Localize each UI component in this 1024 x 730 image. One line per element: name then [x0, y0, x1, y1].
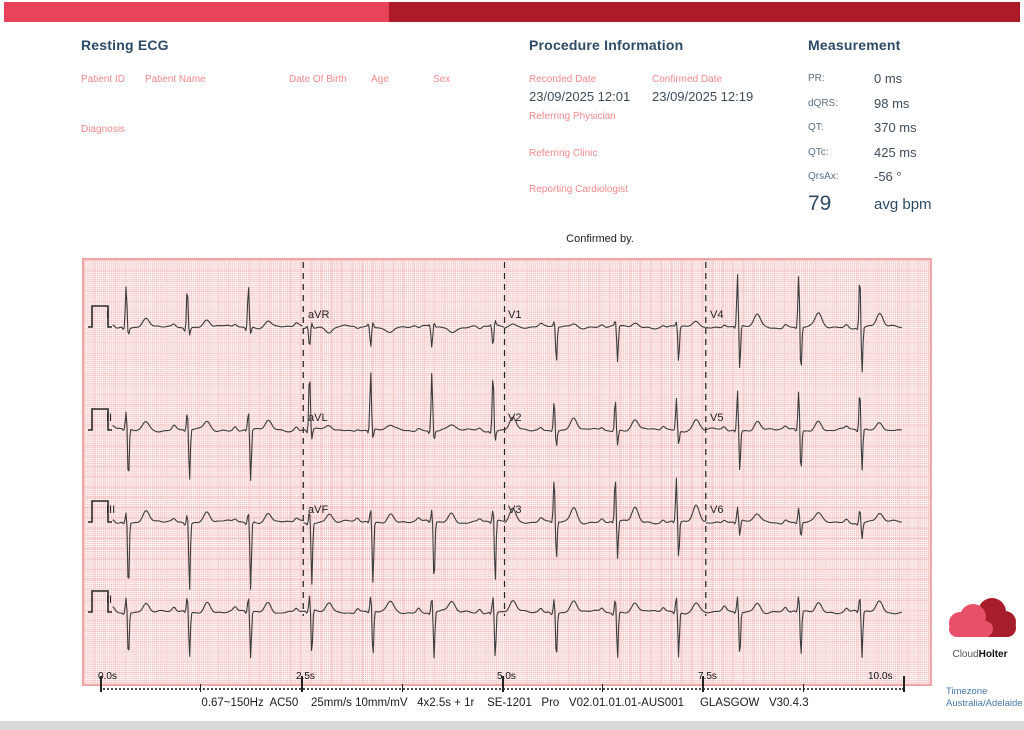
recorded-date-label: Recorded Date [529, 74, 597, 85]
ecg-settings-text: 0.67~150Hz AC50 25mm/s 10mm/mV 4x2.5s + … [201, 697, 809, 709]
svg-text:I: I [106, 309, 109, 321]
cloud-logo-icon [949, 598, 1016, 637]
confirmed-by-text: Confirmed by. [566, 233, 634, 245]
date-of-birth-label: Date Of Birth [289, 74, 347, 85]
svg-text:III: III [106, 504, 115, 516]
timezone-info: Timezone Australia/Adelaide [946, 686, 1023, 710]
qt-label: QT: [808, 122, 824, 133]
svg-text:V6: V6 [710, 504, 723, 516]
time-label-50: 5.0s [497, 671, 516, 682]
ruler-tick [100, 676, 102, 692]
ruler-tick [402, 684, 403, 692]
light-cloud-shape [949, 604, 993, 637]
pr-value: 0 ms [874, 71, 903, 86]
resting-ecg-title: Resting ECG [81, 37, 169, 53]
ruler-tick [301, 676, 303, 692]
procedure-info-title: Procedure Information [529, 37, 684, 53]
time-label-100: 10.0s [868, 671, 893, 682]
ruler-tick [502, 676, 504, 692]
timezone-label: Timezone [946, 686, 988, 697]
dqrs-value: 98 ms [874, 96, 910, 111]
svg-text:aVR: aVR [308, 309, 329, 321]
patient-id-label: Patient ID [81, 74, 125, 85]
svg-text:V2: V2 [508, 412, 521, 424]
confirmed-date-label: Confirmed Date [652, 74, 723, 85]
logo-wordmark: CloudHolter [938, 649, 1022, 660]
ruler-tick [602, 684, 603, 692]
ruler-tick [803, 684, 804, 692]
recorded-date-value: 23/09/2025 12:01 [529, 89, 631, 104]
svg-text:V5: V5 [710, 412, 723, 424]
referring-clinic-label: Referring Clinic [529, 148, 598, 159]
sex-label: Sex [433, 74, 451, 85]
measurement-title: Measurement [808, 37, 901, 53]
topbar-dark-segment [389, 2, 1020, 22]
avg-bpm-label: avg bpm [874, 196, 932, 213]
confirmed-date-value: 23/09/2025 12:19 [652, 89, 754, 104]
age-label: Age [371, 74, 389, 85]
qtc-label: QTc: [808, 147, 829, 158]
time-label-25: 2.5s [296, 671, 315, 682]
time-label-75: 7.5s [698, 671, 717, 682]
logo-holter-text: Holter [978, 649, 1008, 660]
patient-name-label: Patient Name [145, 74, 206, 85]
svg-text:V1: V1 [508, 309, 521, 321]
qrsax-value: -56 ° [874, 169, 902, 184]
dqrs-label: dQRS: [808, 98, 839, 109]
qtc-value: 425 ms [874, 145, 917, 160]
svg-text:II: II [106, 412, 112, 424]
avg-bpm-value: 79 [808, 192, 832, 215]
timezone-value: Australia/Adelaide [946, 698, 1023, 709]
diagnosis-label: Diagnosis [81, 124, 125, 135]
qt-value: 370 ms [874, 120, 917, 135]
qrsax-label: QrsAx: [808, 171, 839, 182]
referring-physician-label: Referring Physician [529, 111, 616, 122]
svg-text:aVL: aVL [308, 412, 328, 424]
svg-text:aVF: aVF [308, 504, 328, 516]
ruler-tick [702, 676, 704, 692]
svg-text:V4: V4 [710, 309, 723, 321]
reporting-cardiologist-label: Reporting Cardiologist [529, 184, 628, 195]
cloudholter-logo: CloudHolter [938, 596, 1022, 660]
logo-cloud-text: Cloud [952, 649, 979, 660]
svg-text:II: II [106, 594, 112, 606]
time-label-0: 0.0s [98, 671, 117, 682]
pr-label: PR: [808, 73, 825, 84]
ruler-tick [903, 676, 905, 692]
topbar-light-segment [4, 2, 389, 22]
bottom-gray-strip [0, 721, 1024, 730]
ruler-tick [200, 684, 201, 692]
